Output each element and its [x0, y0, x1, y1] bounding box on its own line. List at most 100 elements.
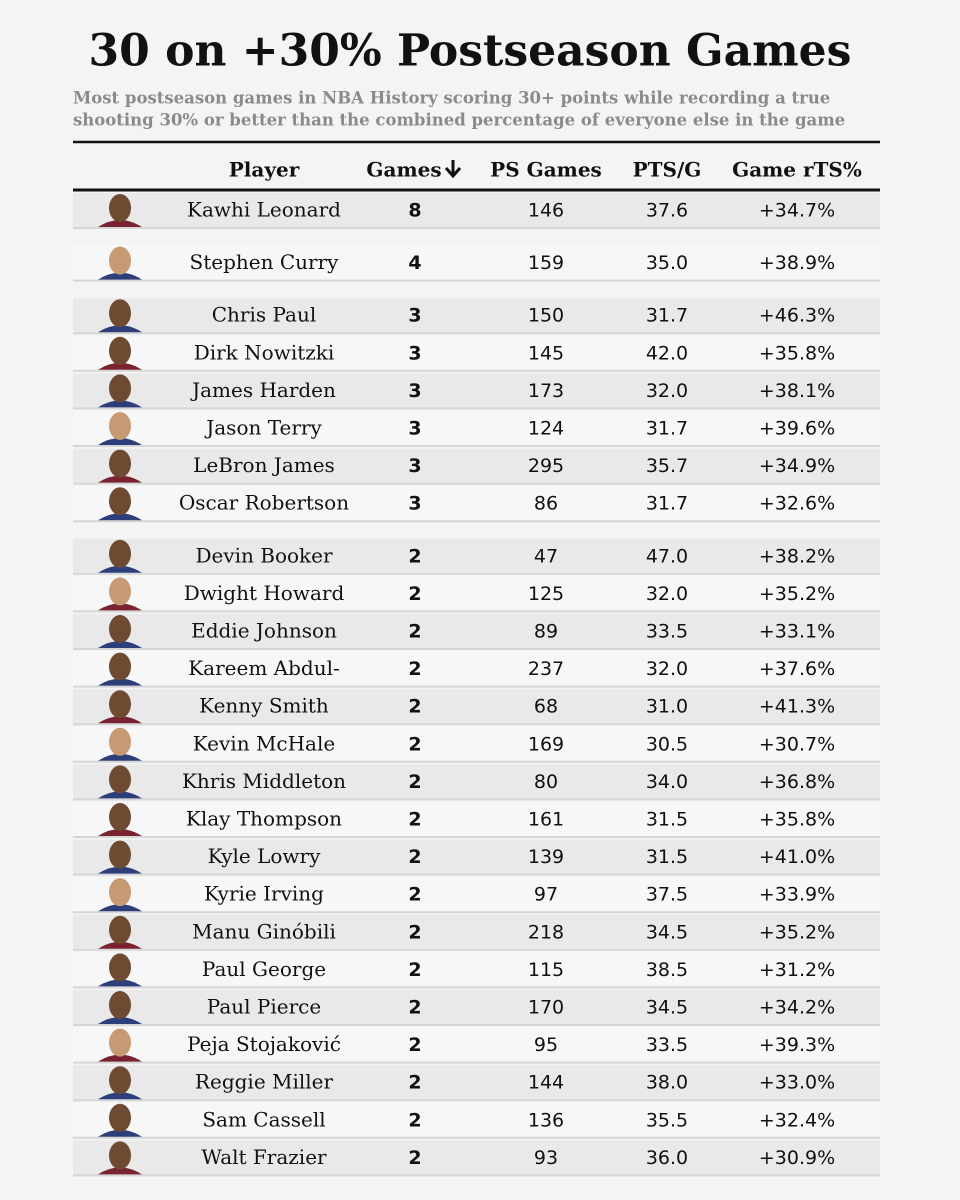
cell: 35.0 [646, 252, 688, 274]
headshot-shoulders [98, 1167, 142, 1175]
row-band [73, 614, 880, 648]
cell: 95 [534, 1034, 558, 1056]
cell: +41.3% [759, 696, 835, 718]
cell: Stephen Curry [190, 250, 340, 274]
row-band [73, 764, 880, 799]
cell: 144 [528, 1072, 564, 1094]
cell: +32.4% [759, 1109, 835, 1131]
headshot-head [109, 412, 131, 440]
row-band [73, 335, 880, 370]
row-band [73, 538, 880, 573]
headshot-shoulders [98, 603, 142, 611]
cell: +37.6% [759, 658, 835, 680]
cell: 2 [408, 921, 421, 943]
headshot-shoulders [98, 791, 142, 799]
cell: +38.2% [759, 545, 835, 567]
cell: Dwight Howard [184, 581, 345, 605]
headshot-head [109, 194, 131, 222]
cell: 136 [528, 1109, 564, 1131]
cell: 2 [408, 809, 421, 831]
cell: Devin Booker [195, 543, 333, 567]
headshot-head [109, 299, 131, 328]
headshot-shoulders [98, 866, 142, 874]
headshot-head [109, 615, 131, 643]
row-band [73, 576, 880, 611]
headshot-shoulders [98, 272, 142, 280]
cell: Kyle Lowry [208, 844, 322, 868]
row-band [73, 193, 880, 227]
cell: 218 [528, 921, 564, 943]
headshot-shoulders [98, 400, 142, 408]
headshot-shoulders [98, 641, 142, 648]
cell: 173 [528, 380, 564, 402]
headshot-head [109, 246, 131, 275]
headshot-shoulders [98, 1129, 142, 1137]
cell: Chris Paul [212, 303, 317, 327]
cell: 34.0 [646, 771, 688, 793]
headshot-head [109, 374, 131, 403]
column-header: PTS/G [633, 158, 702, 182]
cell: Kevin McHale [193, 731, 335, 755]
row-band [73, 245, 880, 280]
cell: 2 [408, 846, 421, 868]
cell: 2 [408, 1147, 421, 1169]
cell: Paul George [202, 957, 326, 981]
cell: 2 [408, 997, 421, 1019]
row-band [73, 914, 880, 949]
cell: 31.0 [646, 696, 688, 718]
cell: 2 [408, 959, 421, 981]
headshot-shoulders [98, 325, 142, 333]
cell: 86 [534, 493, 558, 515]
cell: Kareem Abdul- [188, 656, 340, 680]
cell: 34.5 [646, 997, 688, 1019]
headshot-shoulders [98, 678, 142, 686]
cell: 3 [408, 418, 421, 440]
cell: 33.5 [646, 1034, 688, 1056]
headshot-head [109, 878, 131, 907]
headshot-shoulders [98, 904, 142, 912]
cell: 35.5 [646, 1109, 688, 1131]
row-band [73, 298, 880, 333]
headshot-head [109, 336, 131, 365]
cell: +35.8% [759, 342, 835, 364]
headshot-shoulders [98, 438, 142, 445]
subtitle-line: shooting 30% or better than the combined… [73, 111, 845, 130]
headshot-shoulders [98, 753, 142, 761]
cell: LeBron James [193, 453, 335, 477]
cell: Reggie Miller [195, 1070, 334, 1094]
cell: 37.6 [646, 200, 688, 222]
cell: +38.9% [759, 252, 835, 274]
headshot-shoulders [98, 829, 142, 836]
cell: Jason Terry [204, 416, 322, 440]
headshot-shoulders [98, 716, 142, 724]
cell: Manu Ginóbili [192, 919, 336, 943]
cell: 68 [534, 696, 558, 718]
column-header: Game rTS% [732, 158, 862, 182]
cell: 33.5 [646, 621, 688, 643]
cell: 38.5 [646, 959, 688, 981]
cell: 42.0 [646, 342, 688, 364]
headshot-head [109, 1066, 131, 1095]
headshot-shoulders [98, 475, 142, 483]
headshot-head [109, 953, 131, 982]
cell: 170 [528, 997, 564, 1019]
cell: +32.6% [759, 493, 835, 515]
cell: 31.5 [646, 809, 688, 831]
headshot-head [109, 690, 131, 719]
cell: 32.0 [646, 658, 688, 680]
cell: 2 [408, 658, 421, 680]
cell: +30.7% [759, 733, 835, 755]
cell: 3 [408, 455, 421, 477]
cell: 2 [408, 884, 421, 906]
cell: 2 [408, 545, 421, 567]
headshot-head [109, 1103, 131, 1132]
headshot-head [109, 449, 131, 478]
row-band [73, 651, 880, 686]
headshot-head [109, 915, 131, 944]
cell: 3 [408, 305, 421, 327]
headshot-shoulders [98, 513, 142, 521]
cell: +30.9% [759, 1147, 835, 1169]
cell: +31.2% [759, 959, 835, 981]
cell: 124 [528, 418, 564, 440]
cell: +33.9% [759, 884, 835, 906]
